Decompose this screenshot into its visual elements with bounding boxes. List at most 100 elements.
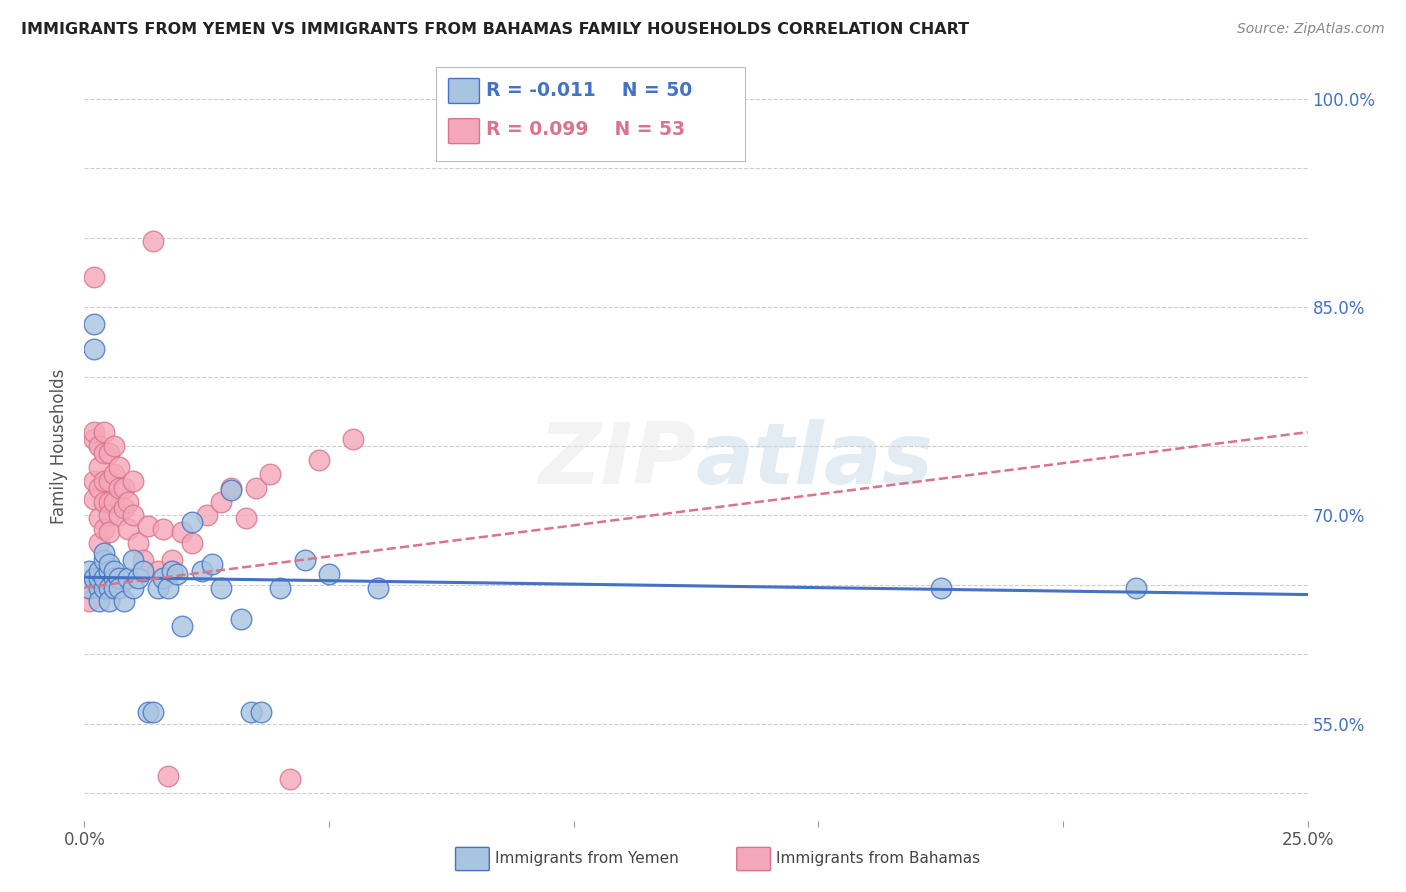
Point (83, 269, 105, 284)
Point (97, 494, 120, 508)
Point (87, 594, 110, 608)
Point (97, 594, 120, 608)
Point (181, 516, 204, 530)
Point (107, 481, 129, 495)
Point (107, 581, 129, 595)
Point (87, 459, 110, 474)
Point (83, 317, 105, 331)
Text: Source: ZipAtlas.com: Source: ZipAtlas.com (1237, 22, 1385, 37)
Point (278, 772, 301, 786)
Point (127, 571, 149, 585)
Point (162, 553, 184, 567)
Text: Immigrants from Yemen: Immigrants from Yemen (495, 851, 679, 865)
Point (93, 474, 115, 488)
Text: ZIP: ZIP (538, 419, 696, 502)
Point (87, 571, 110, 585)
Text: atlas: atlas (696, 419, 934, 502)
Point (249, 706, 271, 720)
Point (103, 439, 125, 453)
Point (93, 446, 115, 460)
Point (219, 481, 242, 495)
Point (107, 459, 129, 474)
Point (117, 522, 139, 536)
Point (83, 571, 105, 585)
Point (245, 481, 267, 495)
Point (93, 494, 115, 508)
Point (209, 494, 232, 508)
Point (367, 581, 389, 595)
Point (136, 519, 159, 533)
Point (97, 557, 120, 571)
Point (146, 564, 169, 578)
Point (103, 494, 125, 508)
Point (209, 581, 232, 595)
Point (117, 571, 139, 585)
Point (93, 546, 115, 560)
Point (142, 706, 165, 720)
Point (156, 769, 179, 783)
Point (97, 474, 120, 488)
Point (87, 439, 110, 453)
Text: IMMIGRANTS FROM YEMEN VS IMMIGRANTS FROM BAHAMAS FAMILY HOUSEHOLDS CORRELATION C: IMMIGRANTS FROM YEMEN VS IMMIGRANTS FROM… (21, 22, 969, 37)
Point (195, 508, 218, 523)
Point (166, 566, 188, 581)
Point (122, 474, 145, 488)
Point (87, 511, 110, 525)
Point (87, 564, 110, 578)
Point (136, 706, 159, 720)
Point (294, 553, 316, 567)
Point (929, 581, 952, 595)
Point (83, 432, 105, 446)
Point (77, 581, 100, 595)
Point (87, 481, 110, 495)
Point (122, 508, 145, 523)
Point (132, 553, 155, 567)
Point (162, 564, 184, 578)
Point (308, 453, 330, 467)
Point (112, 481, 135, 495)
Point (152, 571, 174, 585)
Point (87, 581, 110, 595)
Point (156, 581, 179, 595)
Point (83, 491, 105, 506)
Point (97, 446, 120, 460)
Point (107, 508, 129, 523)
Point (83, 474, 105, 488)
Point (229, 612, 252, 626)
Text: R = 0.099    N = 53: R = 0.099 N = 53 (486, 120, 686, 139)
Point (103, 467, 125, 481)
Text: R = -0.011    N = 50: R = -0.011 N = 50 (486, 80, 693, 100)
Point (77, 564, 100, 578)
Point (235, 511, 257, 525)
Point (122, 553, 145, 567)
Point (93, 425, 115, 439)
Point (181, 536, 204, 550)
Point (83, 342, 105, 356)
Point (103, 581, 125, 595)
Point (77, 581, 100, 595)
Point (77, 594, 100, 608)
Point (103, 564, 125, 578)
Point (112, 501, 135, 516)
Point (318, 566, 340, 581)
Y-axis label: Family Households: Family Households (51, 368, 69, 524)
Point (97, 524, 120, 539)
Point (269, 581, 291, 595)
Point (93, 522, 115, 536)
Point (219, 483, 242, 498)
Point (172, 619, 194, 633)
Point (152, 522, 174, 536)
Point (1125, 581, 1147, 595)
Point (87, 536, 110, 550)
Point (97, 581, 120, 595)
Point (191, 564, 214, 578)
Point (342, 432, 364, 446)
Point (107, 571, 129, 585)
Point (239, 706, 262, 720)
Point (146, 581, 169, 595)
Text: Immigrants from Bahamas: Immigrants from Bahamas (776, 851, 980, 865)
Point (93, 553, 115, 567)
Point (103, 571, 125, 585)
Point (93, 571, 115, 585)
Point (83, 425, 105, 439)
